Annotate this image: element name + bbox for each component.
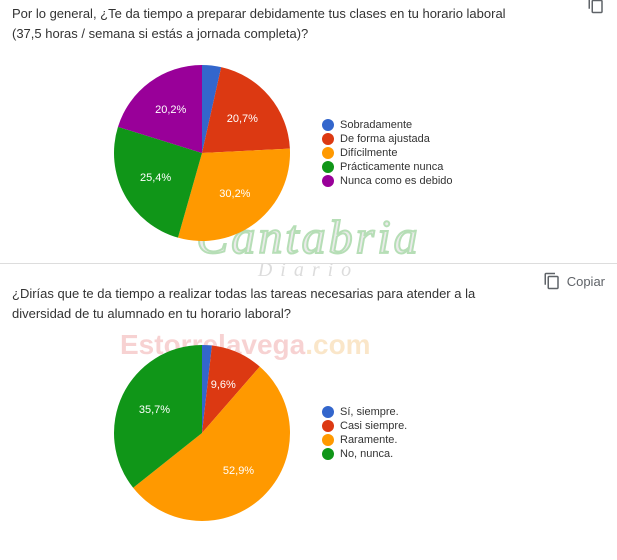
legend-swatch <box>322 161 334 173</box>
copy-button-1[interactable] <box>587 0 605 14</box>
legend-swatch <box>322 175 334 187</box>
legend-swatch <box>322 420 334 432</box>
legend-swatch <box>322 119 334 131</box>
chart-section-2: Copiar ¿Dirías que te da tiempo a realiz… <box>0 264 617 543</box>
chart-section-1: Por lo general, ¿Te da tiempo a preparar… <box>0 0 617 263</box>
legend-swatch <box>322 147 334 159</box>
chart-body-1: 20,7%30,2%25,4%20,2% Sobradamente De form… <box>12 63 605 243</box>
chart-body-2: 9,6%52,9%35,7% Sí, siempre. Casi siempre.… <box>12 343 605 523</box>
legend-item[interactable]: Casi siempre. <box>322 420 407 432</box>
legend-label: No, nunca. <box>340 448 393 460</box>
legend-label: Raramente. <box>340 434 397 446</box>
legend-label: De forma ajustada <box>340 133 430 145</box>
legend-item[interactable]: Raramente. <box>322 434 407 446</box>
legend-swatch <box>322 406 334 418</box>
legend-item[interactable]: Difícilmente <box>322 147 453 159</box>
legend-item[interactable]: De forma ajustada <box>322 133 453 145</box>
legend-label: Sí, siempre. <box>340 406 399 418</box>
legend-item[interactable]: Sí, siempre. <box>322 406 407 418</box>
question-2: ¿Dirías que te da tiempo a realizar toda… <box>12 284 605 323</box>
legend-item[interactable]: Nunca como es debido <box>322 175 453 187</box>
copy-label: Copiar <box>567 274 605 289</box>
pie-chart-1: 20,7%30,2%25,4%20,2% <box>112 63 292 243</box>
legend-swatch <box>322 448 334 460</box>
copy-icon <box>543 272 561 290</box>
question-1: Por lo general, ¿Te da tiempo a preparar… <box>12 4 605 43</box>
legend-label: Prácticamente nunca <box>340 161 443 173</box>
legend-swatch <box>322 434 334 446</box>
legend-label: Casi siempre. <box>340 420 407 432</box>
legend-item[interactable]: Prácticamente nunca <box>322 161 453 173</box>
copy-button-2[interactable]: Copiar <box>543 272 605 290</box>
legend-label: Difícilmente <box>340 147 397 159</box>
legend-1: Sobradamente De forma ajustada Difícilment… <box>322 119 453 187</box>
legend-item[interactable]: No, nunca. <box>322 448 407 460</box>
legend-2: Sí, siempre. Casi siempre. Raramente. No, n… <box>322 406 407 460</box>
legend-label: Sobradamente <box>340 119 412 131</box>
legend-swatch <box>322 133 334 145</box>
copy-icon <box>587 0 605 14</box>
legend-label: Nunca como es debido <box>340 175 453 187</box>
legend-item[interactable]: Sobradamente <box>322 119 453 131</box>
pie-chart-2: 9,6%52,9%35,7% <box>112 343 292 523</box>
